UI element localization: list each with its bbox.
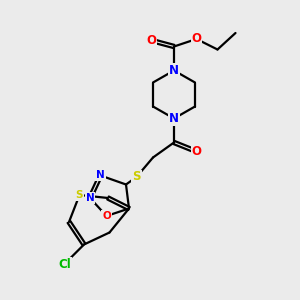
Text: O: O (146, 34, 157, 47)
Text: N: N (96, 170, 105, 181)
Text: O: O (191, 32, 202, 46)
Text: O: O (191, 145, 202, 158)
Text: N: N (169, 112, 179, 125)
Text: O: O (102, 211, 111, 221)
Text: S: S (76, 190, 83, 200)
Text: Cl: Cl (58, 257, 71, 271)
Text: N: N (169, 64, 179, 77)
Text: S: S (132, 170, 141, 184)
Text: N: N (85, 193, 94, 203)
